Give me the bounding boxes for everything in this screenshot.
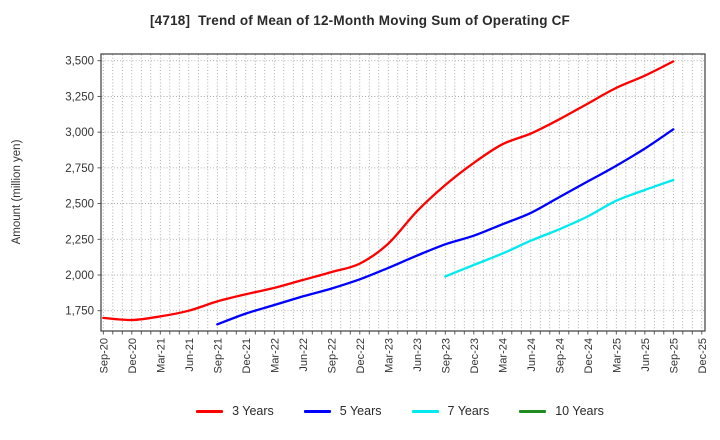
- legend-item-10-years: 10 Years: [519, 404, 604, 418]
- legend-item-5-years: 5 Years: [303, 404, 382, 418]
- series-line-7-years: [444, 178, 675, 278]
- x-tick-label: Mar-25: [611, 338, 623, 373]
- plot-border: [100, 53, 706, 332]
- legend-swatch: [411, 409, 439, 413]
- series-line-3-years: [102, 60, 675, 322]
- y-tick-label: 3,250: [65, 91, 94, 103]
- x-tick-label: Mar-22: [269, 338, 281, 373]
- x-tick-label: Dec-23: [469, 338, 481, 373]
- chart-plot-area: 1,750 2,000 2,250 2,500 2,750 3,000 3,250 3,500…: [65, 53, 709, 373]
- y-tick-label: 3,000: [65, 127, 94, 139]
- legend-label: 7 Years: [447, 404, 490, 418]
- chart-legend: 3 Years 5 Years 7 Years 10 Years: [0, 404, 720, 418]
- legend-swatch: [196, 409, 224, 413]
- x-tick-label: Dec-22: [355, 338, 367, 373]
- chart-title: [4718] Trend of Mean of 12-Month Moving …: [149, 13, 570, 28]
- x-tick-label: Sep-21: [212, 338, 224, 373]
- legend-label: 3 Years: [232, 404, 274, 418]
- x-tick-label: Jun-21: [184, 338, 196, 372]
- gridlines: [101, 54, 705, 331]
- legend-swatch: [519, 409, 547, 413]
- x-tick-label: Sep-23: [440, 338, 452, 373]
- legend-label: 5 Years: [339, 404, 382, 418]
- axis-ticks: [97, 60, 703, 335]
- x-tick-label: Jun-22: [298, 338, 310, 372]
- x-tick-label: Mar-23: [383, 338, 395, 373]
- x-tick-label: Dec-20: [127, 338, 139, 373]
- y-tick-labels: 1,750 2,000 2,250 2,500 2,750 3,000 3,250 3,500: [65, 56, 94, 318]
- x-tick-label: Jun-25: [640, 338, 652, 372]
- y-tick-label: 2,250: [65, 234, 94, 246]
- x-tick-label: Jun-24: [526, 338, 538, 372]
- legend-label: 10 Years: [555, 404, 604, 418]
- x-tick-label: Sep-20: [98, 338, 110, 373]
- x-tick-label: Mar-21: [155, 338, 167, 373]
- x-tick-label: Dec-21: [241, 338, 253, 373]
- x-tick-label: Sep-22: [326, 338, 338, 373]
- y-tick-label: 2,750: [65, 163, 94, 175]
- x-tick-labels: Sep-20 Dec-20 Mar-21 Jun-21 Sep-21 Dec-21 Mar-…: [98, 338, 709, 373]
- series-lines: [102, 60, 675, 326]
- y-tick-label: 3,500: [65, 56, 94, 68]
- x-tick-label: Jun-23: [412, 338, 424, 372]
- series-line-5-years: [216, 128, 675, 326]
- x-tick-label: Mar-24: [497, 338, 509, 373]
- x-tick-label: Sep-25: [668, 338, 680, 373]
- y-tick-label: 2,000: [65, 270, 94, 282]
- x-tick-label: Dec-24: [583, 338, 595, 373]
- x-tick-label: Sep-24: [554, 338, 566, 373]
- y-tick-label: 1,750: [65, 306, 94, 318]
- legend-item-7-years: 7 Years: [411, 404, 490, 418]
- legend-swatch: [303, 409, 331, 413]
- legend-item-3-years: 3 Years: [196, 404, 274, 418]
- y-tick-label: 2,500: [65, 199, 94, 211]
- x-tick-label: Dec-25: [697, 338, 709, 373]
